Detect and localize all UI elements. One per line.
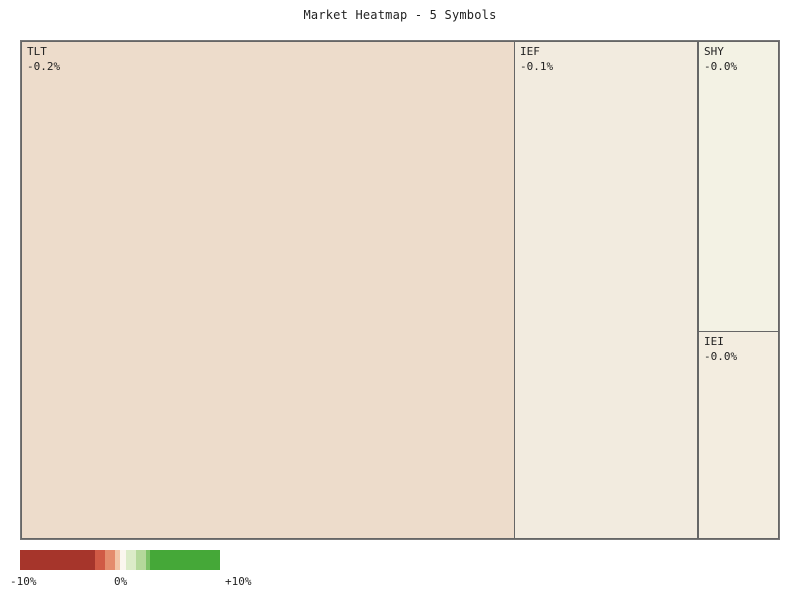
tile-tlt[interactable]: TLT -0.2% — [21, 41, 515, 539]
scale-max-label: +10% — [225, 575, 252, 588]
tile-change: -0.0% — [704, 350, 738, 363]
color-scale-segment — [120, 550, 127, 570]
tile-change: -0.2% — [27, 60, 61, 73]
color-scale-segment — [115, 550, 121, 570]
tile-symbol: IEF — [520, 45, 540, 58]
tile-iei[interactable]: IEI -0.0% — [698, 331, 779, 539]
color-scale-segment — [20, 550, 91, 570]
color-scale-segment — [105, 550, 116, 570]
tile-shy[interactable]: SHY -0.0% — [698, 41, 779, 332]
tile-change: -0.0% — [704, 60, 738, 73]
color-scale-segment — [95, 550, 106, 570]
tile-ief[interactable]: IEF -0.1% — [514, 41, 698, 539]
tile-symbol: SHY — [704, 45, 724, 58]
tile-symbol: TLT — [27, 45, 47, 58]
color-scale-segment — [90, 550, 96, 570]
color-scale-segment — [126, 550, 137, 570]
tile-change: -0.1% — [520, 60, 554, 73]
heatmap-area: TLT -0.2% IEF -0.1% SHY -0.0% IEI -0.0% — [20, 40, 780, 540]
chart-title: Market Heatmap - 5 Symbols — [303, 8, 497, 22]
scale-mid-label: 0% — [114, 575, 128, 588]
color-scale-segment — [150, 550, 220, 570]
scale-min-label: -10% — [10, 575, 37, 588]
color-scale-segment — [136, 550, 147, 570]
color-scale-segment — [146, 550, 151, 570]
tile-symbol: IEI — [704, 335, 724, 348]
color-scale-bar — [20, 550, 220, 570]
